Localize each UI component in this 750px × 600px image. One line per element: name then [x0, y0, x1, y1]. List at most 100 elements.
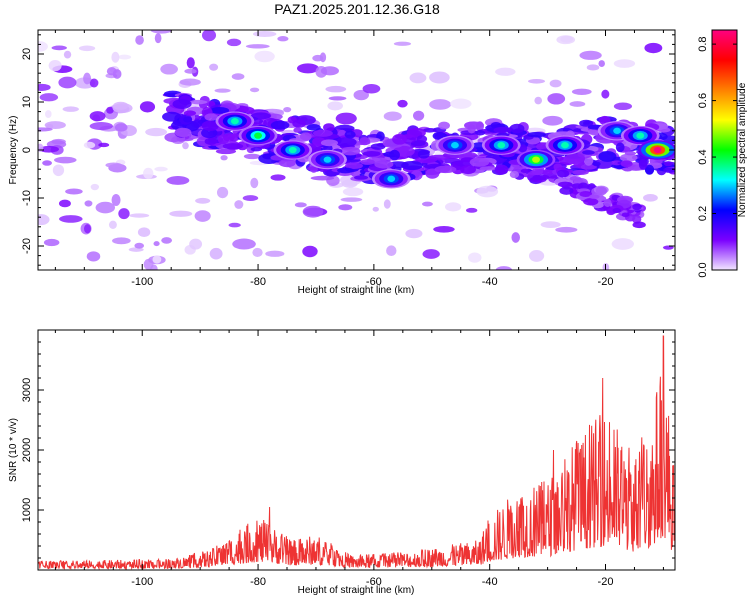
spectrogram-cell: [320, 139, 339, 147]
spectrogram-cell: [143, 167, 154, 180]
colorbar-label: Normalized spectral amplitude: [737, 82, 748, 217]
spectrogram-cell: [283, 106, 292, 113]
spectrogram-cell: [476, 185, 499, 198]
spectrogram-cell: [370, 143, 386, 150]
spectrogram-cell: [105, 162, 122, 168]
spectrogram-cell: [434, 165, 457, 174]
spectrogram-cell: [111, 193, 121, 206]
spectrogram-cell: [169, 210, 193, 217]
spectrogram-cell: [39, 93, 59, 102]
spectrogram-cell: [429, 71, 450, 84]
spectrogram-cell: [383, 111, 402, 121]
snr-x-label: Height of straight line (km): [298, 585, 415, 596]
spectrogram-x-tick-label: -80: [250, 276, 266, 288]
spectrogram-cell: [632, 221, 646, 229]
spectrogram-cell: [344, 162, 363, 170]
spectrogram-cell: [43, 238, 60, 247]
snr-series-line: [38, 335, 675, 570]
spectrogram-cell: [234, 200, 244, 209]
spectrogram-cell: [571, 88, 592, 95]
spectrogram-cell: [312, 54, 324, 62]
spectrogram-cell: [335, 112, 357, 125]
spectrogram-cell: [194, 210, 211, 222]
spectrogram-cell: [555, 226, 578, 233]
spectrogram-cell: [183, 110, 197, 116]
snr-x-ticks: -100 -80 -60 -40 -20: [54, 330, 664, 588]
spectrogram-cell: [154, 33, 162, 44]
spectrogram-cell: [249, 87, 260, 93]
spectrogram-peak: [613, 127, 621, 134]
spectrogram-cell: [338, 204, 353, 211]
spectrogram-cell: [429, 99, 452, 110]
spectrogram-cell: [226, 38, 242, 47]
spectrogram-cell: [245, 44, 270, 49]
spectrogram-cell: [557, 169, 570, 178]
spectrogram-cell: [310, 175, 335, 181]
spectrogram-peak: [451, 142, 459, 149]
spectrogram-cell: [302, 205, 324, 218]
spectrogram-peak: [323, 156, 332, 163]
spectrogram-cell: [201, 120, 219, 131]
spectrogram-cell: [222, 143, 244, 150]
spectrogram-cell: [296, 63, 319, 74]
spectrogram-cell: [195, 197, 211, 204]
spectrogram-marks: [38, 30, 675, 270]
spectrogram-cell: [509, 123, 525, 134]
spectrogram-peak: [230, 118, 239, 125]
spectrogram-cell: [509, 170, 520, 179]
snr-y-tick-label: 3000: [21, 378, 33, 402]
spectrogram-cell: [422, 249, 440, 259]
spectrogram-cell: [342, 187, 364, 197]
spectrogram-cell: [63, 50, 72, 59]
spectrogram-cell: [210, 107, 230, 114]
snr-x-tick-label: -100: [131, 576, 153, 588]
spectrogram-cell: [542, 115, 563, 126]
spectrogram-cell: [588, 194, 600, 199]
snr-plot-area: [38, 330, 675, 570]
spectrogram-cell: [613, 102, 633, 111]
spectrogram-y-tick-label: -20: [21, 238, 33, 254]
spectrogram-cell: [460, 165, 476, 175]
spectrogram-cell: [644, 42, 663, 54]
spectrogram-cell: [58, 199, 71, 208]
spectrogram-cell: [242, 195, 259, 201]
spectrogram-cell: [161, 237, 173, 244]
figure-title: PAZ1.2025.201.12.36.G18: [274, 1, 440, 17]
spectrogram-cell: [252, 247, 263, 258]
spectrogram-cell: [571, 183, 584, 189]
spectrogram-cell: [549, 79, 562, 88]
spectrogram-cell: [90, 183, 100, 191]
spectrogram-peak: [288, 146, 297, 154]
spectrogram-cell: [270, 174, 286, 181]
spectrogram-cell: [582, 150, 595, 155]
snr-x-tick-label: -80: [250, 576, 266, 588]
spectrogram-y-ticks: -20 -10 0 10 20: [21, 34, 675, 266]
spectrogram-cell: [294, 202, 307, 208]
spectrogram-cell: [569, 176, 582, 181]
snr-y-label: SNR (10 * v/v): [8, 418, 19, 482]
spectrogram-cell: [663, 167, 675, 173]
spectrogram-cell: [89, 78, 99, 88]
spectrogram-cell: [598, 151, 617, 162]
spectrogram-cell: [270, 120, 290, 130]
colorbar-tick-label: 0.4: [697, 149, 709, 164]
spectrogram-cell: [139, 101, 156, 113]
spectrogram-x-label: Height of straight line (km): [298, 285, 415, 296]
spectrogram-cell: [38, 145, 60, 153]
spectrogram-cell: [624, 151, 637, 156]
spectrogram-cell: [216, 186, 229, 199]
spectrogram-cell: [528, 78, 546, 84]
spectrogram-cell: [183, 116, 193, 123]
spectrogram-cell: [586, 64, 600, 71]
spectrogram-cell: [340, 197, 363, 202]
spectrogram-cell: [620, 160, 633, 168]
spectrogram-cell: [189, 99, 208, 105]
spectrogram-cell: [335, 137, 357, 148]
colorbar-tick-label: 0.2: [697, 206, 709, 221]
spectrogram-x-tick-label: -20: [598, 276, 614, 288]
spectrogram-cell: [540, 221, 561, 229]
spectrogram-cell: [528, 250, 545, 262]
spectrogram-cell: [38, 214, 50, 226]
